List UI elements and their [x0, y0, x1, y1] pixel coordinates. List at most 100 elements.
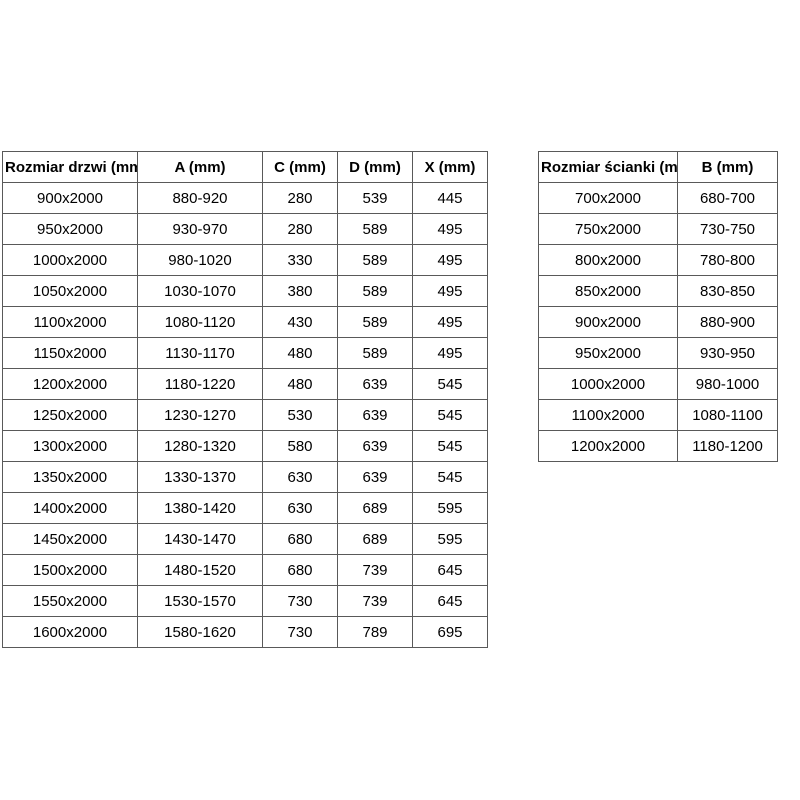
table-row: 800x2000 780-800 [538, 244, 778, 276]
table-row: 950x2000 930-970 280 589 495 [2, 213, 488, 245]
table-cell: 1130-1170 [137, 337, 263, 369]
table-cell: 980-1000 [677, 368, 778, 400]
table-cell: 589 [337, 337, 413, 369]
table-cell: 789 [337, 616, 413, 648]
table-cell: 645 [412, 585, 488, 617]
table-row: 1500x2000 1480-1520 680 739 645 [2, 554, 488, 586]
table-cell: 1300x2000 [2, 430, 138, 462]
table-row: 1550x2000 1530-1570 730 739 645 [2, 585, 488, 617]
table-cell: 1330-1370 [137, 461, 263, 493]
column-header: B (mm) [677, 151, 778, 183]
header-row: Rozmiar drzwi (mm) A (mm) C (mm) D (mm) X (m… [2, 151, 488, 183]
table-cell: 545 [412, 399, 488, 431]
table-cell: 595 [412, 492, 488, 524]
table-cell: 1600x2000 [2, 616, 138, 648]
table-cell: 1400x2000 [2, 492, 138, 524]
table-cell: 1280-1320 [137, 430, 263, 462]
table-cell: 545 [412, 368, 488, 400]
table-row: 700x2000 680-700 [538, 182, 778, 214]
table-row: 1600x2000 1580-1620 730 789 695 [2, 616, 488, 648]
table-cell: 1550x2000 [2, 585, 138, 617]
table-cell: 280 [262, 182, 338, 214]
column-header: D (mm) [337, 151, 413, 183]
table-cell: 589 [337, 306, 413, 338]
table-row: 850x2000 830-850 [538, 275, 778, 307]
table-cell: 1530-1570 [137, 585, 263, 617]
table-cell: 880-920 [137, 182, 263, 214]
table-cell: 930-970 [137, 213, 263, 245]
table-cell: 730 [262, 616, 338, 648]
table-cell: 980-1020 [137, 244, 263, 276]
table-cell: 730 [262, 585, 338, 617]
table-cell: 680-700 [677, 182, 778, 214]
table-cell: 639 [337, 461, 413, 493]
table-cell: 545 [412, 461, 488, 493]
table-cell: 1480-1520 [137, 554, 263, 586]
column-header: A (mm) [137, 151, 263, 183]
table-cell: 830-850 [677, 275, 778, 307]
table-cell: 950x2000 [2, 213, 138, 245]
table-row: 1350x2000 1330-1370 630 639 545 [2, 461, 488, 493]
table-row: 1200x2000 1180-1200 [538, 430, 778, 462]
table-row: 950x2000 930-950 [538, 337, 778, 369]
column-header: Rozmiar drzwi (mm) [2, 151, 138, 183]
wall-size-table: Rozmiar ścianki (mm)B (mm)700x2000680-70… [538, 151, 778, 462]
table-cell: 1100x2000 [2, 306, 138, 338]
table-row: 1400x2000 1380-1420 630 689 595 [2, 492, 488, 524]
table-row: 1000x2000 980-1020 330 589 495 [2, 244, 488, 276]
table-cell: 630 [262, 492, 338, 524]
table-cell: 695 [412, 616, 488, 648]
table-cell: 1000x2000 [2, 244, 138, 276]
table-cell: 1580-1620 [137, 616, 263, 648]
table-cell: 495 [412, 213, 488, 245]
table-cell: 700x2000 [538, 182, 678, 214]
table-cell: 630 [262, 461, 338, 493]
table-cell: 780-800 [677, 244, 778, 276]
table-row: 900x2000 880-920 280 539 445 [2, 182, 488, 214]
table-cell: 495 [412, 244, 488, 276]
table-cell: 750x2000 [538, 213, 678, 245]
header-row: Rozmiar ścianki (mm)B (mm) [538, 151, 778, 183]
table-cell: 1150x2000 [2, 337, 138, 369]
table-cell: 689 [337, 492, 413, 524]
table-cell: 639 [337, 368, 413, 400]
table-cell: 645 [412, 554, 488, 586]
table-cell: 1380-1420 [137, 492, 263, 524]
table-cell: 689 [337, 523, 413, 555]
table-cell: 1180-1200 [677, 430, 778, 462]
table-cell: 1350x2000 [2, 461, 138, 493]
table-cell: 680 [262, 554, 338, 586]
table-cell: 850x2000 [538, 275, 678, 307]
table-cell: 739 [337, 585, 413, 617]
table-row: 1200x2000 1180-1220 480 639 545 [2, 368, 488, 400]
table-cell: 589 [337, 275, 413, 307]
door-size-table: Rozmiar drzwi (mm) A (mm) C (mm) D (mm) X (m… [2, 151, 488, 648]
table-row: 1150x2000 1130-1170 480 589 495 [2, 337, 488, 369]
table-cell: 1250x2000 [2, 399, 138, 431]
table-cell: 1080-1120 [137, 306, 263, 338]
table-cell: 530 [262, 399, 338, 431]
table-row: 1300x2000 1280-1320 580 639 545 [2, 430, 488, 462]
table-cell: 1080-1100 [677, 399, 778, 431]
table-cell: 595 [412, 523, 488, 555]
table-row: 1100x2000 1080-1120 430 589 495 [2, 306, 488, 338]
table-row: 900x2000 880-900 [538, 306, 778, 338]
table-cell: 1180-1220 [137, 368, 263, 400]
table-cell: 280 [262, 213, 338, 245]
table-cell: 480 [262, 368, 338, 400]
table-cell: 950x2000 [538, 337, 678, 369]
table-cell: 330 [262, 244, 338, 276]
table-cell: 1230-1270 [137, 399, 263, 431]
table-cell: 480 [262, 337, 338, 369]
table-cell: 1030-1070 [137, 275, 263, 307]
table-cell: 1500x2000 [2, 554, 138, 586]
table-cell: 539 [337, 182, 413, 214]
table-cell: 430 [262, 306, 338, 338]
table-cell: 680 [262, 523, 338, 555]
table-cell: 1450x2000 [2, 523, 138, 555]
table-cell: 730-750 [677, 213, 778, 245]
table-cell: 495 [412, 306, 488, 338]
table-row: 1250x2000 1230-1270 530 639 545 [2, 399, 488, 431]
table-cell: 1100x2000 [538, 399, 678, 431]
